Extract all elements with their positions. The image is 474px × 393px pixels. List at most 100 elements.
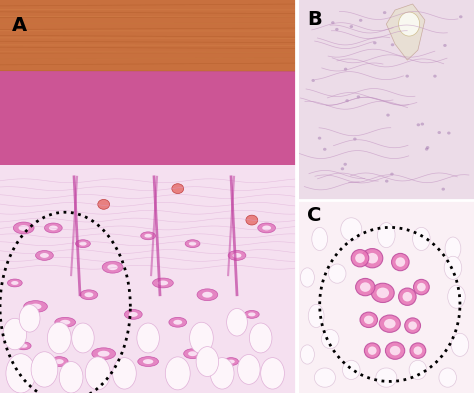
Polygon shape (386, 4, 425, 60)
Ellipse shape (173, 320, 182, 325)
Ellipse shape (390, 346, 401, 355)
Text: C: C (307, 206, 322, 225)
Circle shape (261, 358, 284, 389)
Circle shape (137, 323, 159, 353)
Ellipse shape (410, 343, 426, 358)
Ellipse shape (412, 228, 430, 250)
Ellipse shape (395, 257, 405, 267)
Ellipse shape (372, 283, 394, 303)
Ellipse shape (405, 318, 420, 333)
Ellipse shape (104, 163, 121, 196)
Ellipse shape (402, 292, 412, 301)
Ellipse shape (80, 290, 98, 299)
Ellipse shape (417, 283, 426, 291)
Ellipse shape (443, 44, 447, 47)
Ellipse shape (447, 285, 465, 308)
Ellipse shape (224, 358, 238, 365)
Circle shape (47, 322, 71, 354)
Ellipse shape (98, 351, 109, 357)
Ellipse shape (373, 41, 376, 44)
Ellipse shape (50, 357, 68, 366)
Circle shape (59, 362, 83, 393)
Ellipse shape (385, 342, 405, 359)
Circle shape (227, 309, 247, 336)
Circle shape (72, 323, 94, 353)
Ellipse shape (399, 288, 416, 305)
Circle shape (210, 358, 234, 389)
Ellipse shape (433, 75, 437, 78)
Ellipse shape (350, 25, 353, 28)
Ellipse shape (355, 253, 365, 263)
Ellipse shape (314, 368, 336, 387)
Ellipse shape (360, 312, 377, 327)
Ellipse shape (356, 95, 360, 98)
Ellipse shape (233, 253, 241, 258)
Ellipse shape (185, 240, 200, 248)
Ellipse shape (60, 320, 70, 325)
Ellipse shape (141, 232, 155, 240)
Ellipse shape (40, 253, 49, 258)
Ellipse shape (45, 223, 62, 233)
Ellipse shape (228, 251, 246, 260)
Circle shape (3, 318, 27, 350)
Ellipse shape (138, 357, 158, 366)
Ellipse shape (145, 234, 152, 238)
Ellipse shape (184, 349, 201, 358)
Ellipse shape (384, 319, 396, 329)
Ellipse shape (246, 215, 258, 225)
Ellipse shape (312, 228, 328, 250)
Circle shape (249, 323, 272, 353)
Text: B: B (307, 10, 322, 29)
Ellipse shape (228, 360, 235, 364)
Ellipse shape (344, 163, 347, 166)
Ellipse shape (459, 15, 463, 18)
Ellipse shape (153, 278, 173, 288)
Ellipse shape (24, 301, 47, 312)
Ellipse shape (441, 187, 445, 191)
Ellipse shape (155, 163, 171, 192)
Ellipse shape (438, 131, 441, 134)
Ellipse shape (308, 305, 324, 327)
Ellipse shape (405, 75, 409, 78)
Circle shape (190, 322, 213, 354)
Ellipse shape (189, 242, 196, 246)
Ellipse shape (129, 312, 138, 317)
Ellipse shape (426, 146, 429, 149)
Ellipse shape (444, 256, 462, 279)
Ellipse shape (252, 163, 270, 188)
Ellipse shape (365, 343, 380, 358)
Ellipse shape (172, 184, 184, 193)
Ellipse shape (20, 163, 39, 187)
Ellipse shape (351, 250, 369, 267)
Ellipse shape (248, 312, 255, 316)
Ellipse shape (346, 99, 349, 102)
Circle shape (237, 354, 260, 384)
Ellipse shape (8, 279, 22, 287)
Ellipse shape (79, 242, 87, 246)
Ellipse shape (301, 345, 314, 364)
Ellipse shape (204, 163, 222, 186)
Ellipse shape (376, 288, 389, 298)
Ellipse shape (20, 344, 27, 348)
Ellipse shape (331, 21, 335, 24)
Ellipse shape (377, 222, 395, 248)
Ellipse shape (353, 138, 356, 141)
Ellipse shape (262, 226, 271, 230)
Ellipse shape (383, 11, 386, 14)
Ellipse shape (188, 351, 197, 356)
Ellipse shape (364, 316, 374, 324)
Ellipse shape (425, 148, 428, 151)
Ellipse shape (102, 261, 123, 273)
Polygon shape (0, 71, 296, 165)
Ellipse shape (13, 222, 34, 234)
Ellipse shape (391, 43, 394, 46)
Ellipse shape (258, 223, 275, 233)
Text: A: A (12, 16, 27, 35)
Ellipse shape (335, 28, 338, 31)
Ellipse shape (386, 114, 390, 117)
Ellipse shape (49, 226, 58, 230)
Ellipse shape (318, 137, 321, 140)
Ellipse shape (360, 282, 371, 292)
Ellipse shape (328, 264, 346, 283)
Circle shape (113, 358, 137, 389)
